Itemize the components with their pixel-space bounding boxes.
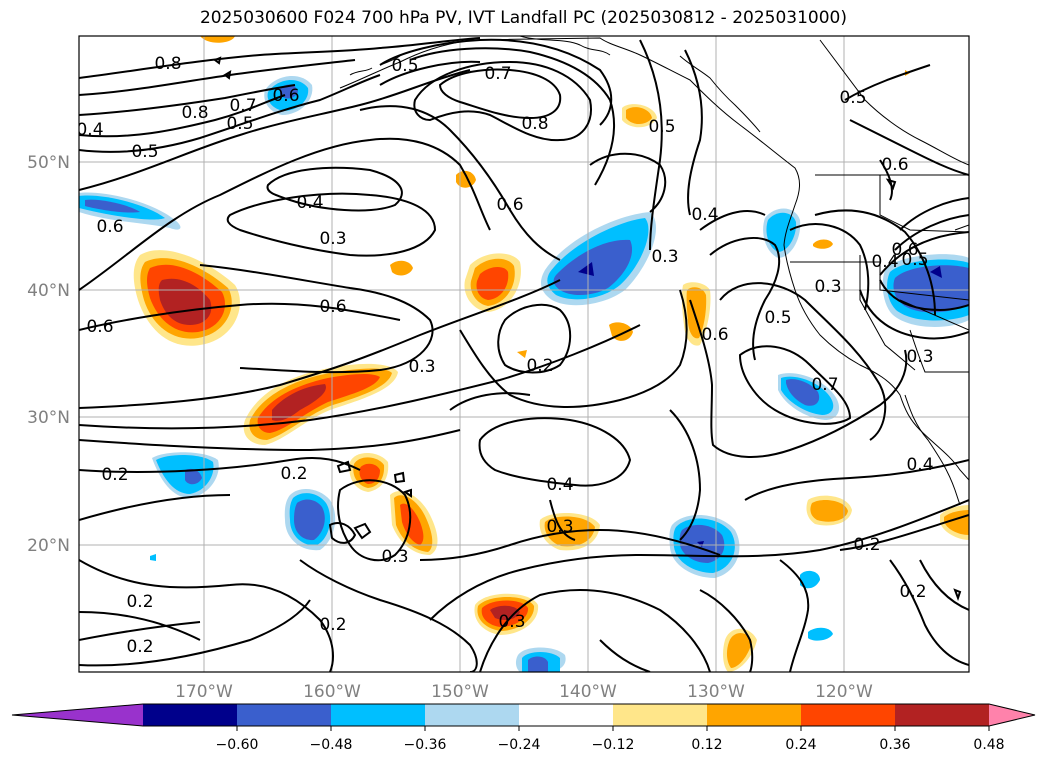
coastlines xyxy=(339,36,969,506)
colorbar-tick-label: 0.24 xyxy=(785,737,816,753)
contour-label: 0.3 xyxy=(408,357,435,377)
colorbar-segment xyxy=(801,704,896,726)
colorbar: −0.60 −0.48 −0.36 −0.24 −0.12 0.12 0.24 0.36 0.4… xyxy=(11,703,1036,753)
contour-label: 0.8 xyxy=(154,54,181,74)
lon-label: 150°W xyxy=(431,682,489,702)
contour-label: 0.6 xyxy=(496,195,523,215)
contour-label: 0.2 xyxy=(126,637,153,657)
contour-label: 0.4 xyxy=(871,252,898,272)
lon-label: 170°W xyxy=(175,682,233,702)
contour-label: 0.3 xyxy=(381,547,408,567)
graticule xyxy=(79,36,969,672)
contour-label: 0.3 xyxy=(906,347,933,367)
colorbar-tick-label: −0.60 xyxy=(216,737,259,753)
contour-label: 0.3 xyxy=(498,612,525,632)
contour-label: 0.8 xyxy=(181,103,208,123)
colorbar-tick-label: −0.36 xyxy=(404,737,447,753)
latitude-labels: 50°N 40°N 30°N 20°N xyxy=(27,153,70,556)
lat-label: 50°N xyxy=(27,153,70,173)
lon-label: 130°W xyxy=(687,682,745,702)
contour-label: 0.2 xyxy=(526,356,553,376)
colorbar-segment xyxy=(613,704,708,726)
contour-label: 0.6 xyxy=(272,86,299,106)
pv-contours xyxy=(79,37,969,672)
contour-label: 0.6 xyxy=(86,317,113,337)
colorbar-tick-label: −0.48 xyxy=(310,737,353,753)
lat-label: 20°N xyxy=(27,536,70,556)
contour-label: 0.4 xyxy=(906,455,933,475)
contour-label: 0.2 xyxy=(101,465,128,485)
colorbar-tick-label: −0.12 xyxy=(592,737,635,753)
contour-label: 0.5 xyxy=(839,88,866,108)
contour-label: 0.2 xyxy=(126,592,153,612)
colorbar-outline xyxy=(11,703,1036,727)
colorbar-tick-label: 0.36 xyxy=(879,737,910,753)
lon-label: 120°W xyxy=(815,682,873,702)
contour-label: 0.7 xyxy=(229,96,256,116)
colorbar-segment xyxy=(331,704,426,726)
colorbar-segment xyxy=(707,704,802,726)
contour-label: 0.2 xyxy=(319,615,346,635)
contour-label: 0.5 xyxy=(391,56,418,76)
contour-label: 0.4 xyxy=(546,475,573,495)
contour-label: 0.6 xyxy=(891,240,918,260)
contour-label: 0.7 xyxy=(811,375,838,395)
contour-label: 0.6 xyxy=(701,325,728,345)
colorbar-segment xyxy=(425,704,520,726)
colorbar-tick-label: 0.48 xyxy=(973,737,1004,753)
contour-label: 0.4 xyxy=(296,193,323,213)
map-title: 2025030600 F024 700 hPa PV, IVT Landfall… xyxy=(199,8,847,28)
contour-label: 0.6 xyxy=(319,297,346,317)
colorbar-extend-high xyxy=(989,704,1035,726)
contour-label: 0.2 xyxy=(853,535,880,555)
contour-label: 0.3 xyxy=(319,229,346,249)
colorbar-tick-label: 0.12 xyxy=(691,737,722,753)
contour-label: 0.3 xyxy=(546,517,573,537)
contour-label: 0.5 xyxy=(648,117,675,137)
contour-labels: 0.8 0.8 0.7 0.6 0.5 0.4 0.5 0.7 0.8 0.5 … xyxy=(76,54,934,657)
contour-label: 0.4 xyxy=(691,205,718,225)
contour-label: 0.7 xyxy=(484,64,511,84)
contour-label: 0.6 xyxy=(96,217,123,237)
lon-label: 140°W xyxy=(559,682,617,702)
contour-label: 0.4 xyxy=(76,120,103,140)
colorbar-extend-low xyxy=(12,704,143,726)
colorbar-segment xyxy=(519,704,614,726)
lon-label: 160°W xyxy=(303,682,361,702)
colorbar-segment xyxy=(895,704,990,726)
contour-label: 0.5 xyxy=(901,250,928,270)
colorbar-tick-label: −0.24 xyxy=(498,737,541,753)
contour-label: 0.3 xyxy=(651,247,678,267)
map-frame xyxy=(78,35,970,673)
contour-label: 0.2 xyxy=(280,464,307,484)
contour-label: 0.5 xyxy=(764,308,791,328)
lat-label: 40°N xyxy=(27,281,70,301)
contour-label: 0.5 xyxy=(226,114,253,134)
contour-label: 0.8 xyxy=(521,114,548,134)
colorbar-segment xyxy=(237,704,332,726)
colorbar-segment xyxy=(143,704,238,726)
lat-label: 30°N xyxy=(27,408,70,428)
contour-label: 0.3 xyxy=(814,277,841,297)
contour-label: 0.5 xyxy=(131,142,158,162)
contour-label: 0.6 xyxy=(881,155,908,175)
contour-label: 0.2 xyxy=(899,582,926,602)
longitude-labels: 170°W 160°W 150°W 140°W 130°W 120°W xyxy=(175,682,873,702)
